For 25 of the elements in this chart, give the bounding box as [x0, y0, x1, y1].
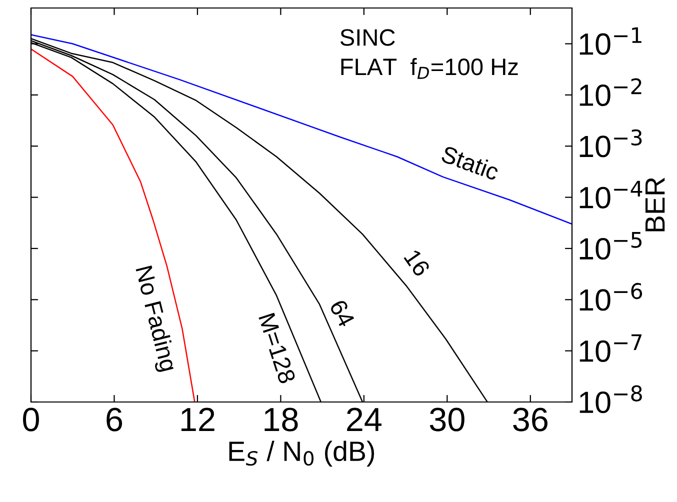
y-tick-label: 10$^{−4}$: [580, 180, 642, 208]
text: 16: [404, 248, 431, 278]
y-axis-title: BER: [645, 178, 665, 232]
x-tick-label: 24: [347, 408, 382, 432]
x-tick-label: 12: [181, 408, 214, 432]
y-tick-label: 10$^{−7}$: [580, 334, 642, 362]
y-tick-label: 10$^{−1}$: [580, 27, 642, 55]
x-tick-label: 18: [264, 408, 298, 432]
y-tick-label: 10$^{−3}$: [580, 129, 642, 158]
x-tick-label: 30: [430, 408, 464, 432]
text: No Fading: [131, 265, 178, 373]
y-tick-label: 10$^{−5}$: [580, 232, 642, 260]
annotation: SINC: [340, 29, 395, 46]
x-tick-label: 0: [23, 408, 39, 432]
x-tick-label: 36: [513, 408, 548, 432]
annotation: FLAT f$_{D}$=100 Hz: [341, 58, 518, 79]
y-tick-label: 10$^{−2}$: [580, 78, 642, 106]
line-series: [31, 48, 196, 402]
x-tick-label: 6: [106, 408, 122, 432]
text: Static: [440, 144, 500, 181]
x-axis-title: E$_{S}$ / N$_{0}$ (dB): [229, 440, 374, 467]
text: 64: [329, 298, 356, 328]
text: M=128: [258, 312, 296, 384]
y-tick-label: 10$^{−6}$: [580, 282, 642, 311]
y-tick-label: 10$^{−8}$: [580, 385, 642, 414]
